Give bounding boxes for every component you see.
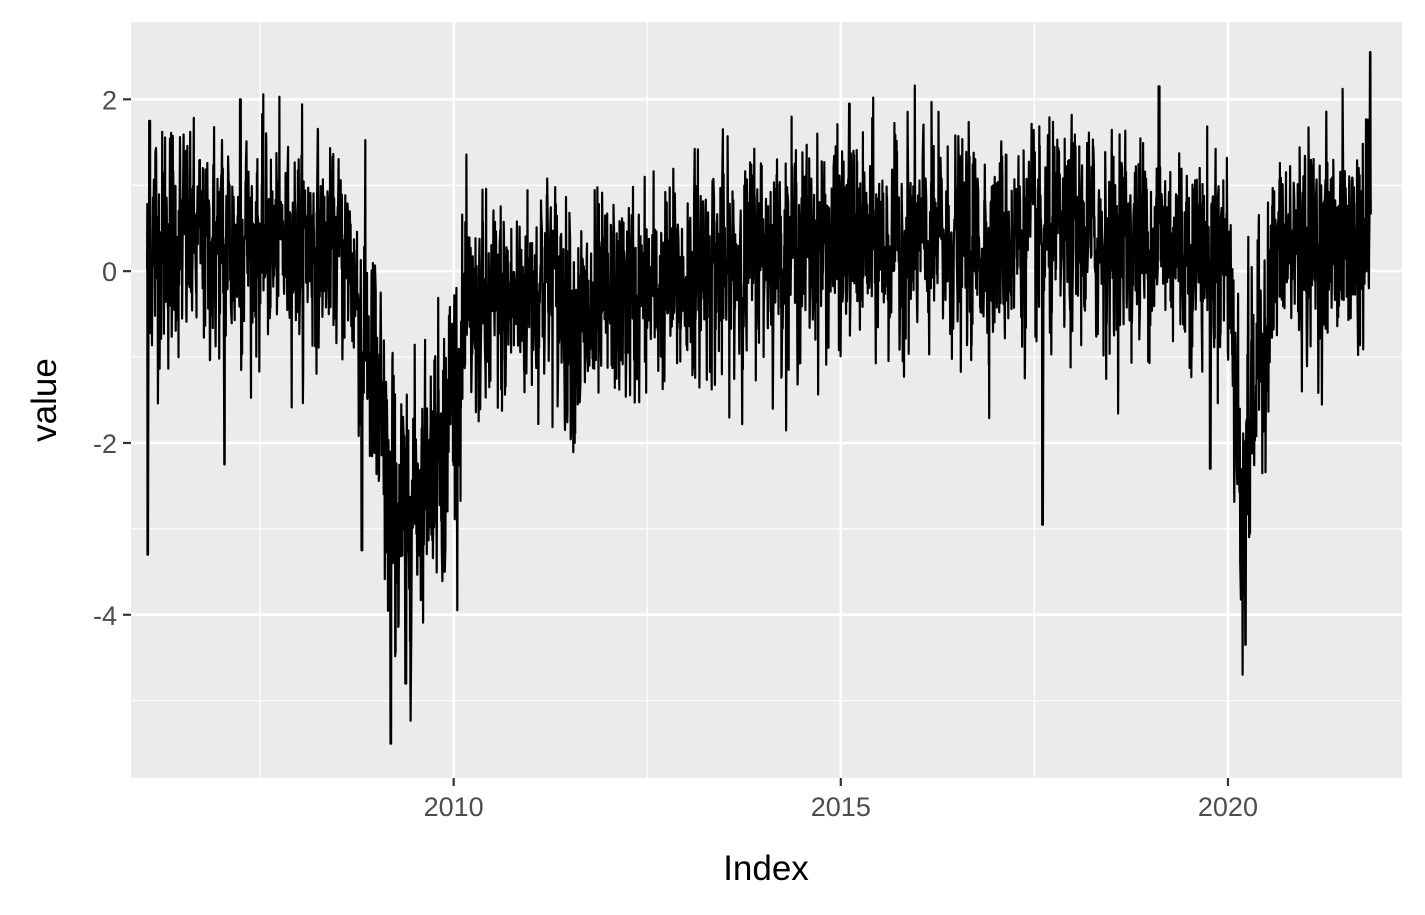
y-tick-label: -2: [93, 429, 117, 459]
y-axis: 2 0 -2 -4: [93, 85, 131, 631]
y-tick-label: 0: [102, 257, 117, 287]
series-layer: [146, 50, 1372, 745]
x-tick-label: 2015: [811, 792, 871, 822]
panel-background: [131, 22, 1402, 778]
x-tick-label: 2010: [424, 792, 484, 822]
x-tick-label: 2020: [1198, 792, 1258, 822]
x-axis: 2010 2015 2020: [424, 778, 1258, 822]
y-tick-label: 2: [102, 85, 117, 115]
x-axis-title: Index: [723, 849, 809, 888]
series-line: [146, 50, 1372, 745]
y-axis-title: value: [25, 358, 64, 442]
y-tick-label: -4: [93, 601, 117, 631]
